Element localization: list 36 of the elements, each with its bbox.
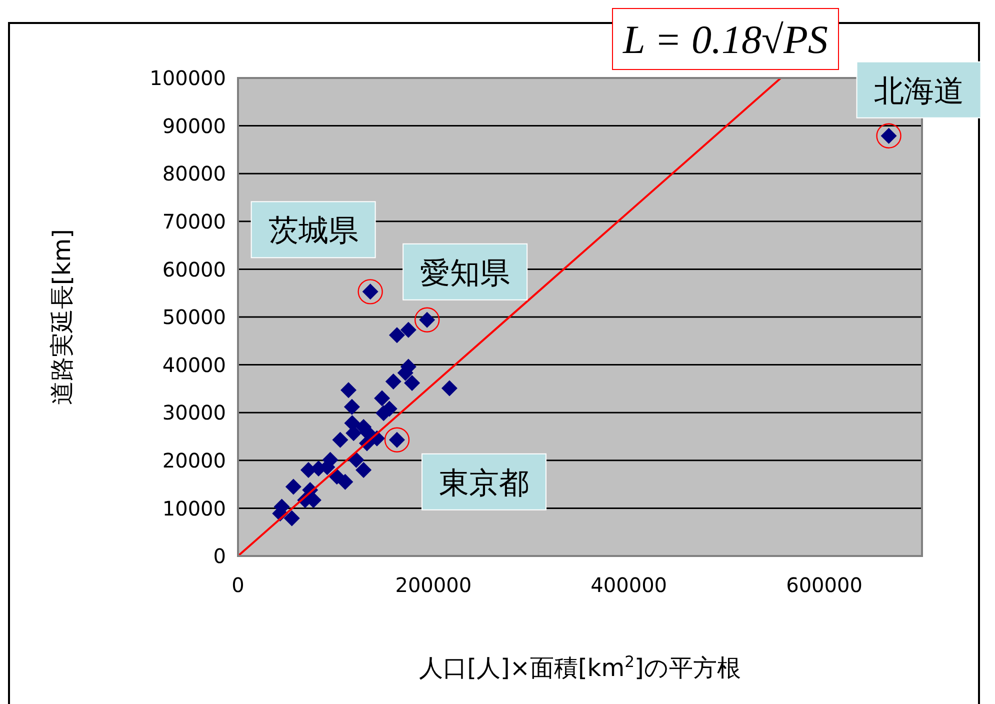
annotation: 愛知県	[420, 256, 510, 291]
y-tick-label: 10000	[162, 496, 226, 520]
y-tick-label: 60000	[162, 257, 226, 282]
x-axis-title: 人口[人]×面積[km$^{2}$]の平方根	[419, 653, 741, 682]
point	[284, 510, 300, 526]
point	[441, 380, 458, 396]
point	[388, 327, 405, 344]
y-tick-label: 30000	[162, 400, 226, 425]
annotation: 北海道	[874, 74, 964, 109]
point	[385, 374, 402, 390]
y-tick-label: 50000	[162, 305, 226, 330]
x-tick-label: 200000	[395, 573, 472, 598]
y-tick-label: 20000	[162, 448, 226, 472]
point	[340, 382, 357, 398]
y-tick-label: 80000	[162, 162, 226, 186]
y-axis-title: 道路実延長[km]	[48, 228, 76, 406]
y-tick-label: 70000	[162, 210, 226, 234]
point	[328, 468, 345, 485]
point	[374, 390, 390, 406]
point	[348, 452, 364, 468]
annotation: 東京都	[438, 466, 529, 501]
x-tick-label: 600000	[786, 573, 862, 598]
x-tick-label: 0	[232, 573, 244, 598]
x-tick-label: 400000	[590, 573, 668, 598]
point	[404, 374, 420, 391]
y-tick-label: 90000	[162, 114, 226, 138]
point	[344, 398, 360, 415]
y-tick-label: 40000	[162, 352, 226, 377]
y-tick-label: 100000	[150, 66, 226, 90]
series-label: L = 0.18√PS	[612, 8, 839, 70]
annotation: 茨城県	[268, 214, 358, 249]
point	[400, 322, 416, 338]
point	[332, 432, 348, 448]
point	[285, 478, 302, 495]
y-tick-label: 0	[213, 544, 226, 568]
point	[356, 462, 372, 478]
